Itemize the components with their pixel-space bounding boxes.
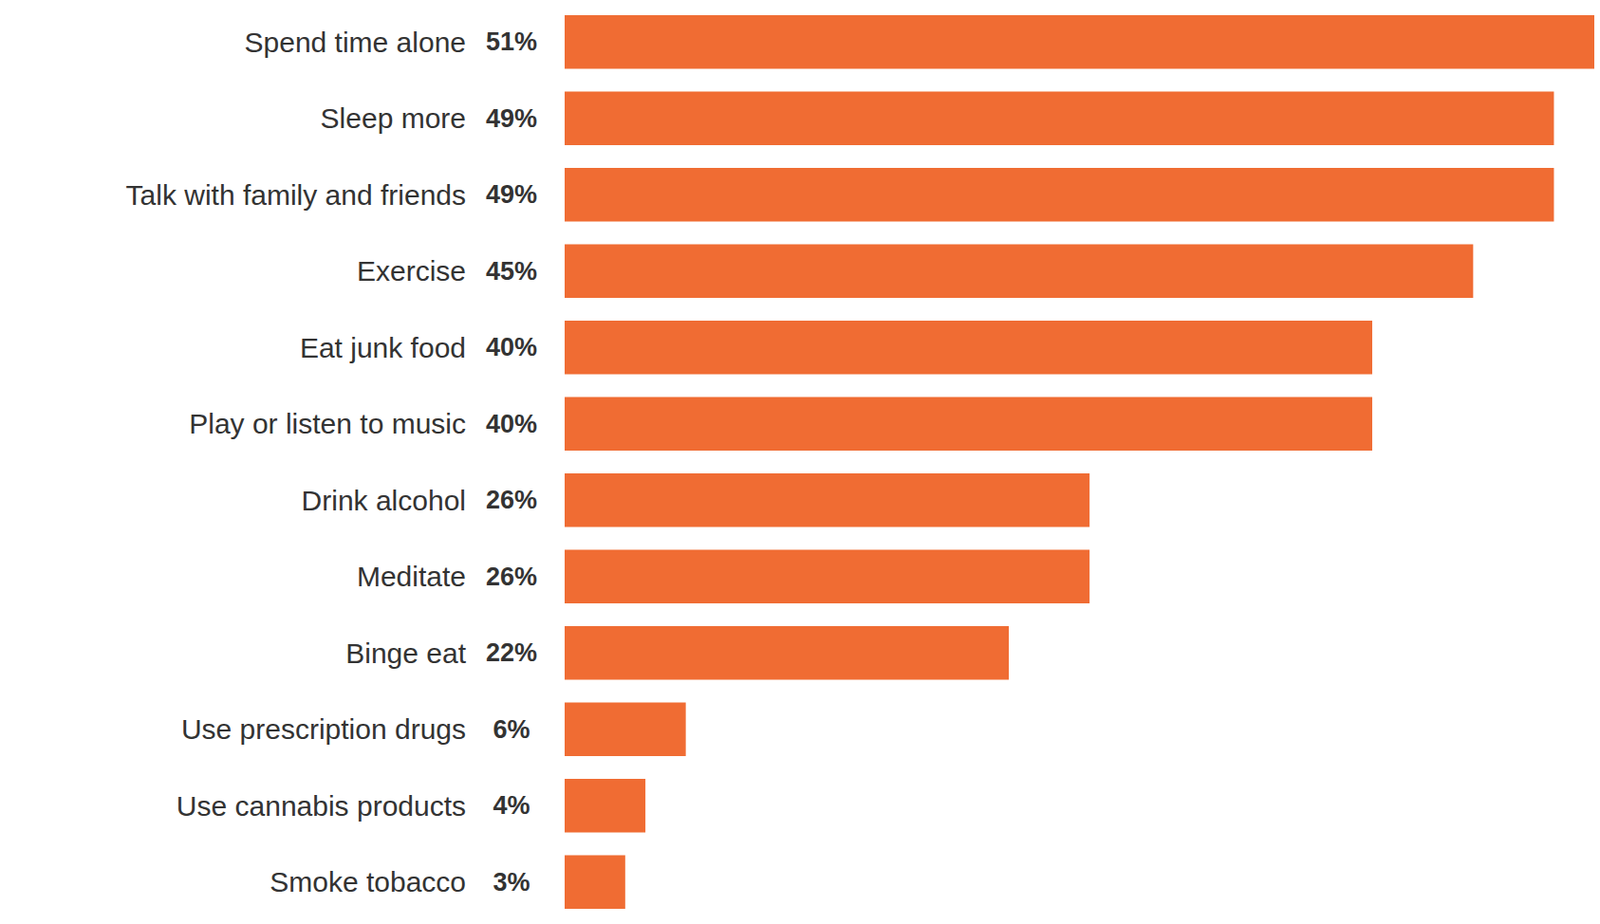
svg-text:49%: 49%	[485, 180, 538, 209]
svg-text:3%: 3%	[492, 868, 530, 897]
svg-text:51%: 51%	[485, 27, 538, 56]
svg-text:Drink alcohol: Drink alcohol	[301, 484, 466, 517]
svg-text:22%: 22%	[485, 638, 538, 668]
svg-text:Play or listen to music: Play or listen to music	[188, 408, 466, 440]
svg-text:Sleep more: Sleep more	[320, 102, 466, 134]
svg-text:Spend time alone: Spend time alone	[244, 26, 467, 58]
svg-text:45%: 45%	[485, 257, 538, 286]
svg-text:Exercise: Exercise	[356, 255, 466, 287]
svg-text:40%: 40%	[485, 333, 538, 362]
svg-text:4%: 4%	[492, 791, 530, 820]
svg-text:40%: 40%	[485, 409, 538, 439]
svg-text:Use cannabis products: Use cannabis products	[176, 790, 466, 822]
svg-text:Eat junk food: Eat junk food	[299, 332, 466, 364]
svg-text:49%: 49%	[485, 104, 538, 133]
svg-text:Binge eat: Binge eat	[345, 637, 466, 670]
svg-text:Talk with family and friends: Talk with family and friends	[126, 179, 466, 211]
svg-text:Meditate: Meditate	[356, 560, 466, 593]
svg-text:Smoke tobacco: Smoke tobacco	[269, 866, 466, 898]
svg-text:26%: 26%	[485, 485, 538, 515]
svg-text:Use prescription drugs: Use prescription drugs	[181, 713, 466, 745]
svg-text:6%: 6%	[492, 715, 530, 745]
svg-text:26%: 26%	[485, 562, 538, 592]
